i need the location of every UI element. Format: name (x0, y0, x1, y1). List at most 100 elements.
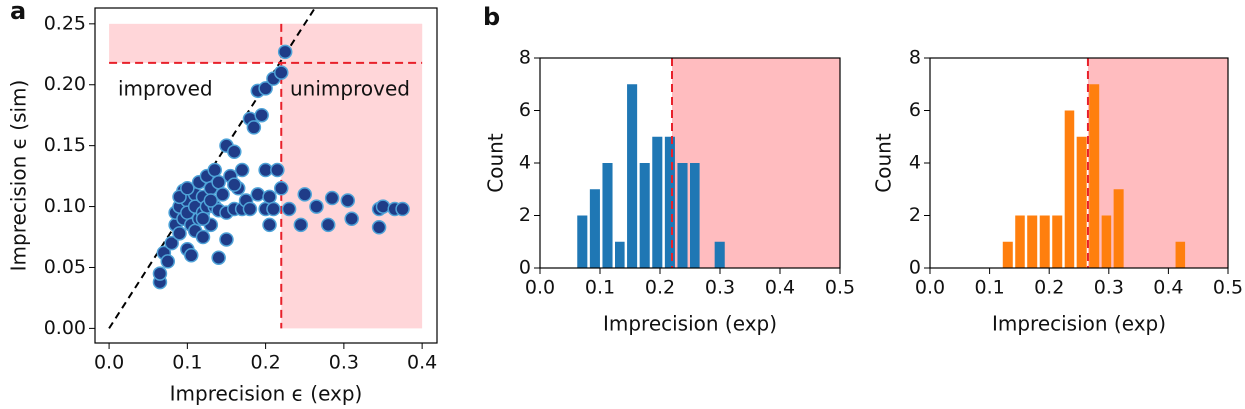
point (211, 174, 226, 190)
point (211, 250, 226, 265)
axes-frame (94, 7, 438, 344)
point (371, 220, 387, 235)
point (395, 201, 410, 217)
x-tick-label: 0.0 (915, 277, 945, 299)
y-tick-label: 0 (519, 257, 531, 279)
point (266, 201, 281, 217)
bar (1039, 215, 1050, 268)
point (258, 81, 273, 96)
shade-right (281, 23, 423, 329)
point (246, 120, 262, 135)
point (309, 199, 324, 214)
bar (1101, 215, 1112, 268)
y-tick-label: 0 (909, 257, 921, 279)
plot-area (1002, 58, 1228, 268)
point (320, 217, 336, 233)
point (340, 193, 356, 208)
point (215, 187, 230, 202)
bar (615, 241, 625, 268)
point (164, 235, 179, 251)
bar (602, 163, 613, 268)
point (180, 181, 195, 196)
point (274, 65, 289, 80)
annotation: improved (118, 77, 213, 101)
panel-label: b (483, 3, 500, 31)
point (227, 144, 242, 159)
point (344, 211, 359, 226)
bar (639, 163, 650, 268)
axes-frame (539, 57, 841, 269)
point (234, 162, 250, 178)
bar (1064, 110, 1075, 268)
plot-area (577, 58, 840, 268)
point (227, 177, 242, 192)
point (262, 217, 277, 233)
x-tick-label: 0.4 (1153, 277, 1183, 299)
point (219, 232, 234, 247)
y-tick-label: 0.25 (44, 12, 86, 34)
point (281, 201, 297, 217)
axes-frame (929, 57, 1229, 269)
y-tick-label: 0.20 (44, 73, 86, 95)
point (250, 187, 266, 202)
x-tick-label: 0.2 (645, 277, 675, 299)
point (160, 254, 176, 269)
diagonal (108, 8, 316, 329)
y-tick-label: 0.15 (44, 134, 86, 156)
x-axis-label: Imprecision (exp) (992, 312, 1166, 336)
x-tick-label: 0.4 (765, 277, 795, 299)
point (152, 266, 168, 281)
y-tick-label: 6 (519, 99, 531, 121)
shade (672, 58, 840, 268)
x-tick-label: 0.3 (1094, 277, 1124, 299)
panel-label: a (10, 0, 26, 25)
y-tick-label: 4 (909, 152, 921, 174)
bar (652, 136, 663, 268)
point (184, 248, 199, 263)
bar (577, 215, 588, 268)
bar (1089, 84, 1100, 268)
bar (627, 84, 638, 268)
point (172, 226, 187, 241)
bar (1027, 215, 1038, 268)
bar (1052, 215, 1063, 268)
y-axis-label: Imprecision ϵ (sim) (7, 80, 31, 272)
x-tick-label: 0.3 (329, 352, 359, 374)
bar (664, 136, 675, 268)
point (254, 107, 269, 123)
x-tick-label: 0.0 (525, 277, 555, 299)
bar (589, 189, 600, 268)
x-tick-label: 0.0 (94, 352, 124, 374)
bar (690, 163, 700, 268)
y-axis-label: Count (484, 133, 508, 193)
y-tick-label: 0.10 (44, 195, 86, 217)
x-tick-label: 0.4 (407, 352, 437, 374)
point (324, 190, 340, 206)
shade (1087, 58, 1228, 268)
y-tick-label: 0.05 (44, 256, 86, 278)
point (293, 217, 309, 233)
annotation: unimproved (290, 77, 410, 101)
point (375, 199, 391, 214)
bar (1076, 136, 1087, 268)
bar (1015, 215, 1025, 268)
x-tick-label: 0.1 (974, 277, 1004, 299)
bar (1002, 241, 1013, 268)
point (207, 162, 222, 178)
point (270, 162, 285, 178)
y-tick-label: 2 (519, 204, 531, 226)
y-tick-label: 4 (519, 152, 531, 174)
y-axis-label: Count (872, 133, 896, 193)
x-tick-label: 0.5 (825, 277, 855, 299)
point (195, 229, 211, 245)
x-tick-label: 0.5 (1213, 277, 1243, 299)
point (277, 44, 293, 60)
point (297, 187, 312, 202)
x-axis-label: Imprecision ϵ (exp) (170, 382, 363, 406)
plot-area (108, 8, 423, 329)
bar (1113, 189, 1124, 268)
x-tick-label: 0.1 (585, 277, 615, 299)
bar (677, 163, 688, 268)
x-axis-label: Imprecision (exp) (603, 312, 777, 336)
